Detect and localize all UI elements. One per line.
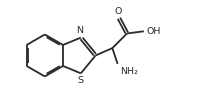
Text: OH: OH [146,27,161,36]
Text: O: O [115,7,122,16]
Text: N: N [76,26,83,35]
Text: S: S [78,76,84,85]
Text: NH₂: NH₂ [120,67,138,76]
